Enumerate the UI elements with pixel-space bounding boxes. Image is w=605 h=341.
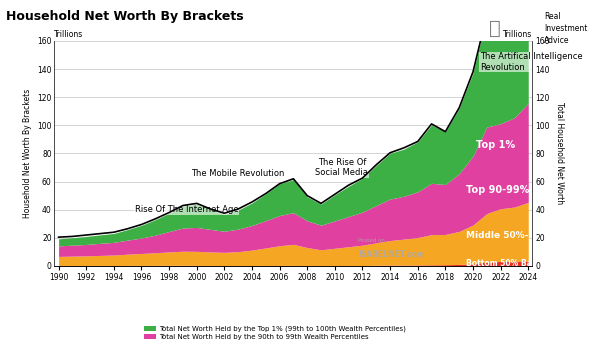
Text: Top 90-99%: Top 90-99% <box>466 185 529 195</box>
Text: Household Net Worth By Brackets: Household Net Worth By Brackets <box>6 10 244 23</box>
Text: Posted on: Posted on <box>358 238 385 243</box>
Text: Trillions: Trillions <box>503 30 532 39</box>
Text: The Mobile Revolution: The Mobile Revolution <box>192 169 285 178</box>
Y-axis label: Household Net Worth By Brackets: Household Net Worth By Brackets <box>22 89 31 218</box>
Text: Bottom 50% Barely Show: Bottom 50% Barely Show <box>466 259 575 268</box>
Text: Real
Investment
Advice: Real Investment Advice <box>544 12 587 45</box>
Text: Rise Of The Internet Age: Rise Of The Internet Age <box>134 205 238 214</box>
Text: The Artifical Intelligence
Revolution: The Artifical Intelligence Revolution <box>480 52 583 72</box>
Text: Middle 50%-90%: Middle 50%-90% <box>466 231 550 239</box>
Y-axis label: Total Household Net Worth: Total Household Net Worth <box>555 102 564 205</box>
Text: The Rise Of
Social Media: The Rise Of Social Media <box>315 158 368 177</box>
Text: Top 1%: Top 1% <box>476 140 515 150</box>
Text: 🦅: 🦅 <box>489 19 501 38</box>
Text: ISABELNET.com: ISABELNET.com <box>358 250 425 259</box>
Legend: Total Net Worth Held by the Top 1% (99th to 100th Wealth Percentiles), Total Net: Total Net Worth Held by the Top 1% (99th… <box>143 326 414 341</box>
Text: Trillions: Trillions <box>54 30 83 39</box>
